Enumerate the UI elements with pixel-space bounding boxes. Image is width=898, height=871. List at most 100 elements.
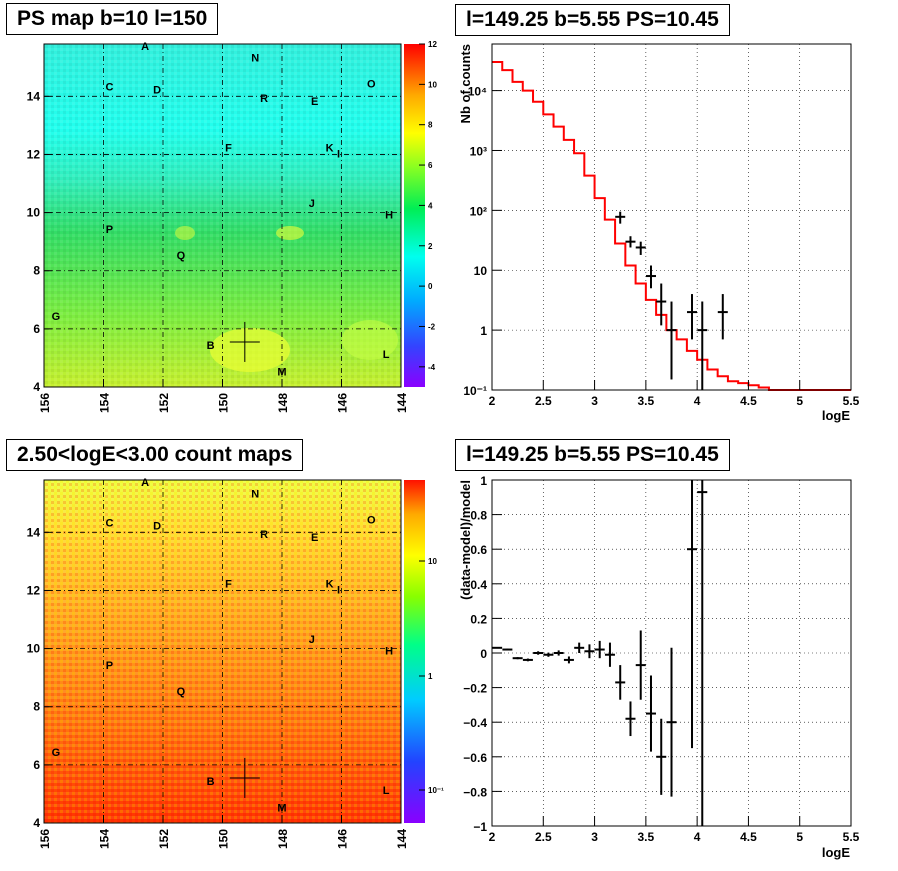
residual-y-tick-label: −0.6 [463, 751, 487, 765]
colorbar-tick-label: 6 [428, 161, 433, 170]
map-y-tick-label: 14 [27, 525, 41, 539]
residual-y-tick-label: 0.2 [470, 612, 487, 626]
colorbar-tick-label: 12 [428, 40, 437, 49]
colorbar-tick-label: 4 [428, 201, 433, 210]
spectrum-y-tick-label: 10³ [470, 144, 487, 158]
map-marker-label: M [277, 802, 286, 814]
map-x-tick-label: 150 [217, 829, 231, 849]
ps-map-markers: A N C D R E O F K I J H P Q G B L M [52, 41, 394, 379]
map-marker-label: C [105, 518, 113, 530]
map-x-tick-label: 146 [336, 393, 350, 413]
residual-y-tick-label: 1 [480, 474, 487, 488]
count-colorbar-axis: 10 1 10⁻¹ [419, 557, 444, 795]
map-marker-label: K [326, 579, 334, 591]
map-x-tick-label: 154 [98, 829, 112, 849]
spectrum-model-line [492, 61, 851, 391]
colorbar-tick-label: 2 [428, 242, 433, 251]
map-marker-label: E [311, 532, 318, 544]
spectrum-y-axis: 10⁻¹ 1 10 10² 10³ 10⁴ [463, 85, 502, 398]
spectrum-x-tick-label: 4 [694, 394, 701, 408]
map-marker-label: C [105, 82, 113, 94]
map-marker-label: H [385, 209, 393, 221]
residual-x-axis: 2 2.5 3 3.5 4 4.5 5 5.5 [489, 816, 860, 844]
map-x-tick-label: 152 [157, 393, 171, 413]
map-x-tick-label: 144 [395, 393, 409, 413]
map-marker-label: L [383, 349, 390, 361]
spectrum-y-tick-label: 1 [480, 324, 487, 338]
count-map-y-axis: 4 6 8 10 12 14 [27, 525, 52, 830]
ps-map-title: PS map b=10 l=150 [6, 3, 219, 35]
map-marker-label: Q [177, 250, 186, 262]
map-marker-label: P [106, 660, 113, 672]
spectrum-x-axis: 2 2.5 3 3.5 4 4.5 5 5.5 [489, 380, 860, 408]
map-marker-label: O [367, 515, 376, 527]
residual-x-tick-label: 2.5 [535, 830, 552, 844]
count-map-x-axis: 156 154 152 150 148 146 144 [38, 815, 409, 849]
map-marker-label: E [311, 96, 318, 108]
map-x-tick-label: 148 [276, 393, 290, 413]
map-marker-label: N [251, 488, 259, 500]
map-marker-label: G [52, 311, 61, 323]
colorbar-tick-label: -4 [428, 363, 436, 372]
residual-y-label: (data-model)/model [458, 480, 473, 600]
colorbar-tick-label: 10 [428, 80, 437, 89]
residual-y-tick-label: −0.8 [463, 785, 487, 799]
residual-x-tick-label: 4 [694, 830, 701, 844]
map-marker-label: J [309, 634, 315, 646]
map-marker-label: F [225, 143, 232, 155]
spectrum-x-tick-label: 2 [489, 394, 496, 408]
map-x-tick-label: 154 [98, 393, 112, 413]
ps-map-hotspot [175, 226, 195, 240]
map-x-tick-label: 156 [38, 829, 52, 849]
residual-data-series [492, 480, 708, 826]
count-map-title: 2.50<logE<3.00 count maps [6, 439, 304, 471]
spectrum-y-tick-label: 10² [470, 204, 487, 218]
spectrum-panel: 2 2.5 3 3.5 4 4.5 5 5.5 10⁻¹ 1 10 10² 10³ 10⁴ logE N… [458, 43, 860, 423]
residual-x-tick-label: 5.5 [843, 830, 860, 844]
colorbar-tick-label: -2 [428, 322, 436, 331]
ps-map-hotspot [276, 226, 304, 240]
residual-y-tick-label: 0 [480, 647, 487, 661]
map-marker-label: A [141, 477, 149, 489]
residual-x-tick-label: 2 [489, 830, 496, 844]
spectrum-x-label: logE [822, 408, 850, 423]
colorbar-tick-label: 10 [428, 557, 437, 566]
residual-y-tick-label: 0.6 [470, 543, 487, 557]
count-colorbar [404, 480, 425, 823]
residual-x-label: logE [822, 845, 850, 860]
map-marker-label: R [260, 93, 268, 105]
map-marker-label: K [326, 143, 334, 155]
residual-y-axis: −1 −0.8 −0.6 −0.4 −0.2 0 0.2 0.4 0.6 0.8 1 [463, 474, 502, 834]
map-marker-label: L [383, 785, 390, 797]
map-y-tick-label: 14 [27, 89, 41, 103]
map-y-tick-label: 4 [33, 380, 40, 394]
spectrum-x-tick-label: 3 [591, 394, 598, 408]
spectrum-frame [491, 43, 852, 391]
residual-x-tick-label: 4.5 [740, 830, 757, 844]
ps-map-x-axis: 156 154 152 150 148 146 144 [38, 379, 409, 413]
colorbar-tick-label: 1 [428, 672, 433, 681]
map-marker-label: M [277, 366, 286, 378]
map-x-tick-label: 148 [276, 829, 290, 849]
residual-panel: 2 2.5 3 3.5 4 4.5 5 5.5 −1 −0.8 −0.6 −0.4 −0.2 0 0.2 0… [458, 474, 860, 860]
ps-map-hotspot [210, 328, 290, 372]
residual-y-tick-label: −0.2 [463, 682, 487, 696]
map-y-tick-label: 10 [27, 642, 41, 656]
map-marker-label: H [385, 645, 393, 657]
spectrum-title: l=149.25 b=5.55 PS=10.45 [455, 4, 730, 36]
residual-y-tick-label: 0.4 [470, 578, 487, 592]
map-marker-label: O [367, 79, 376, 91]
map-y-tick-label: 10 [27, 206, 41, 220]
colorbar-tick-label: 0 [428, 282, 433, 291]
residual-x-tick-label: 5 [796, 830, 803, 844]
map-marker-label: I [337, 584, 340, 596]
spectrum-x-tick-label: 2.5 [535, 394, 552, 408]
map-y-tick-label: 12 [27, 583, 41, 597]
residual-y-tick-label: −0.4 [463, 716, 487, 730]
count-map-markers: A N C D R E O F K I J H P Q G B L M [52, 477, 394, 815]
map-x-tick-label: 146 [336, 829, 350, 849]
map-marker-label: D [153, 84, 161, 96]
